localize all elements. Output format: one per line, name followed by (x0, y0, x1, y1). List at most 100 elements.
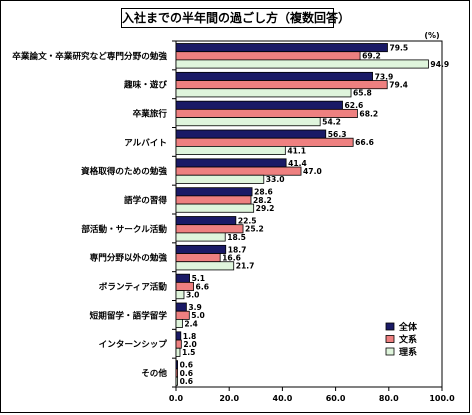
bar (175, 232, 226, 242)
x-tick-label: 0.0 (169, 394, 184, 403)
data-label: 0.6 (180, 361, 193, 370)
legend-swatch (385, 347, 395, 356)
bar (175, 71, 373, 81)
data-label: 29.2 (256, 204, 275, 213)
data-label: 3.0 (186, 291, 199, 300)
bar (175, 108, 358, 118)
bar (175, 376, 178, 386)
bar (175, 145, 286, 155)
data-label: 1.5 (182, 348, 195, 357)
bar (175, 166, 302, 176)
legend-label: 文系 (398, 334, 417, 346)
bar (175, 339, 182, 349)
data-label: 73.9 (375, 72, 394, 81)
x-tick-label: 20.0 (219, 394, 239, 403)
bar (175, 137, 354, 147)
legend-swatch (385, 335, 395, 343)
bar (175, 51, 361, 61)
bar (175, 216, 237, 226)
data-label: 47.0 (303, 167, 322, 176)
data-label: 54.2 (322, 118, 341, 127)
category-label: 卒業論文・卒業研究など専門分野の勉強 (12, 50, 167, 62)
bar (175, 318, 183, 328)
category-label: ボランティア活動 (99, 280, 168, 292)
data-label: 79.5 (389, 44, 408, 53)
category-label: 語学の習得 (124, 194, 167, 206)
unit-label: (%) (424, 31, 439, 40)
legend-label: 理系 (399, 346, 417, 358)
category-label: 資格取得のための勉強 (81, 165, 167, 177)
bar (175, 224, 244, 234)
data-label: 2.0 (183, 340, 196, 349)
bar (175, 281, 194, 291)
bar (175, 43, 388, 53)
x-tick-label: 100.0 (429, 394, 455, 403)
bar (175, 117, 321, 127)
bar (175, 310, 190, 320)
data-label: 18.5 (227, 233, 246, 242)
bar (175, 80, 388, 90)
bar (175, 59, 429, 69)
data-label: 0.6 (180, 369, 193, 378)
category-label: 趣味・遊び (123, 79, 167, 91)
bar (175, 368, 178, 378)
data-label: 5.1 (192, 274, 205, 283)
data-label: 28.6 (254, 188, 273, 197)
legend-swatch (385, 322, 395, 331)
data-label: 94.9 (430, 60, 449, 69)
bar (175, 158, 287, 168)
data-label: 33.0 (266, 175, 285, 184)
bar (175, 88, 352, 98)
category-label: 短期留学・語学留学 (90, 309, 168, 321)
bar (175, 129, 327, 139)
category-label: 専門分野以外の勉強 (90, 252, 168, 264)
category-label: インターンシップ (99, 338, 168, 350)
data-label: 1.8 (183, 332, 196, 341)
bar (175, 253, 221, 263)
category-label: アルバイト (124, 137, 167, 148)
bar (175, 203, 255, 213)
data-label: 22.5 (238, 217, 257, 226)
bar (175, 360, 178, 370)
legend-label: 全体 (398, 321, 418, 333)
bar (175, 302, 187, 312)
bar (175, 290, 185, 300)
data-label: 5.0 (191, 311, 204, 320)
data-label: 65.8 (353, 89, 372, 98)
data-label: 18.7 (228, 245, 247, 254)
bar (175, 273, 190, 283)
data-label: 3.9 (188, 303, 201, 312)
bar (175, 195, 252, 205)
bar (175, 187, 253, 197)
data-label: 69.2 (362, 52, 381, 61)
data-label: 25.2 (245, 225, 264, 234)
data-label: 28.2 (253, 196, 272, 205)
data-label: 0.6 (180, 377, 193, 386)
data-label: 41.4 (288, 159, 307, 168)
data-label: 79.4 (389, 81, 408, 90)
x-tick-label: 40.0 (273, 394, 293, 403)
data-label: 66.6 (355, 138, 374, 147)
x-tick-label: 60.0 (326, 394, 346, 403)
bar (175, 261, 235, 271)
bar (175, 347, 181, 357)
x-tick-label: 80.0 (379, 394, 399, 403)
data-label: 62.6 (345, 101, 364, 110)
bar (175, 331, 182, 341)
data-label: 6.6 (196, 282, 209, 291)
data-label: 56.3 (328, 130, 347, 139)
data-label: 2.4 (184, 319, 197, 328)
category-label: 部活動・サークル活動 (81, 223, 167, 235)
bar (175, 244, 227, 254)
data-label: 68.2 (359, 109, 378, 118)
chart-title: 入社までの半年間の過ごし方（複数回答） (121, 8, 350, 28)
data-label: 41.1 (287, 146, 306, 155)
data-label: 16.6 (222, 254, 241, 263)
bar (175, 174, 265, 184)
category-label: 卒業旅行 (133, 107, 168, 119)
category-label: その他 (141, 367, 167, 379)
bar (175, 100, 343, 110)
data-label: 21.7 (236, 262, 255, 271)
